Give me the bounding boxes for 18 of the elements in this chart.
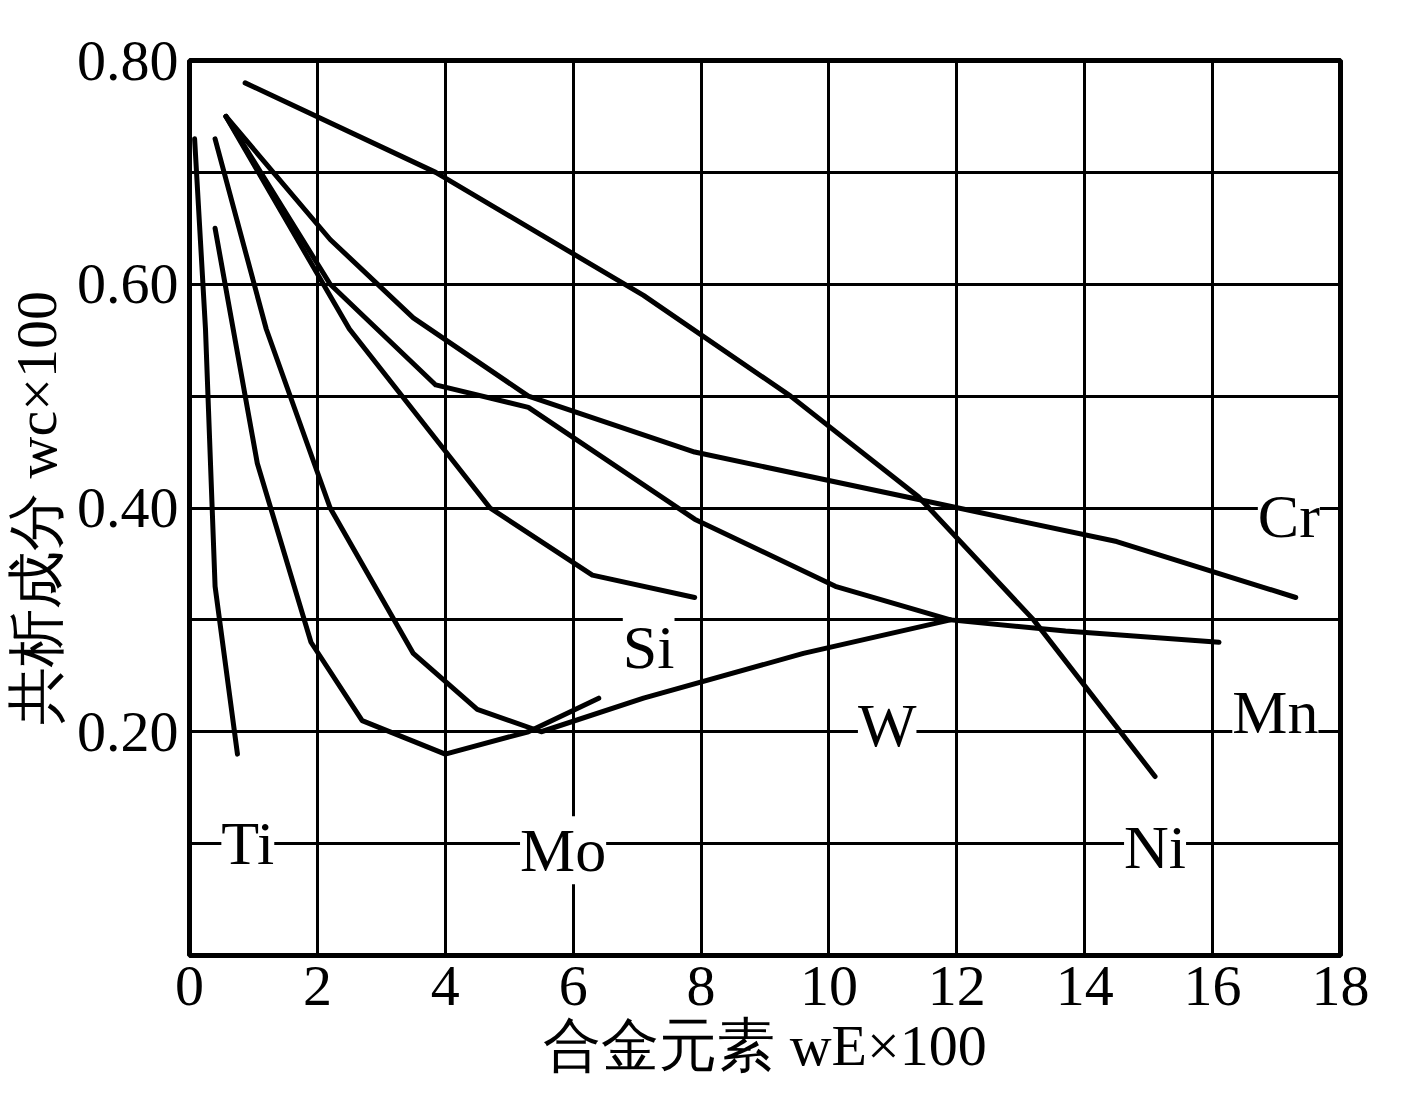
y-tick-label: 0.20 [77, 698, 179, 764]
series-label: Mo [520, 816, 607, 885]
x-tick-label: 4 [430, 952, 460, 1018]
series-label: Mn [1232, 678, 1319, 747]
x-tick-label: 14 [1055, 952, 1114, 1018]
series-label: Cr [1257, 481, 1321, 550]
series-label: W [857, 691, 917, 760]
y-tick-label: 0.40 [77, 475, 179, 540]
x-tick-label: 2 [302, 952, 332, 1018]
y-tick-label: 0.80 [77, 27, 179, 93]
x-tick-label: 18 [1311, 952, 1370, 1018]
series-label: Ni [1124, 812, 1187, 881]
x-tick-label: 0 [175, 952, 204, 1018]
series-label: Si [622, 612, 675, 681]
x-tick-label: 16 [1183, 952, 1242, 1018]
y-axis-title: 共析成分 wc×100 [4, 291, 69, 725]
series-label: Ti [221, 808, 275, 877]
y-tick-label: 0.60 [77, 251, 179, 317]
